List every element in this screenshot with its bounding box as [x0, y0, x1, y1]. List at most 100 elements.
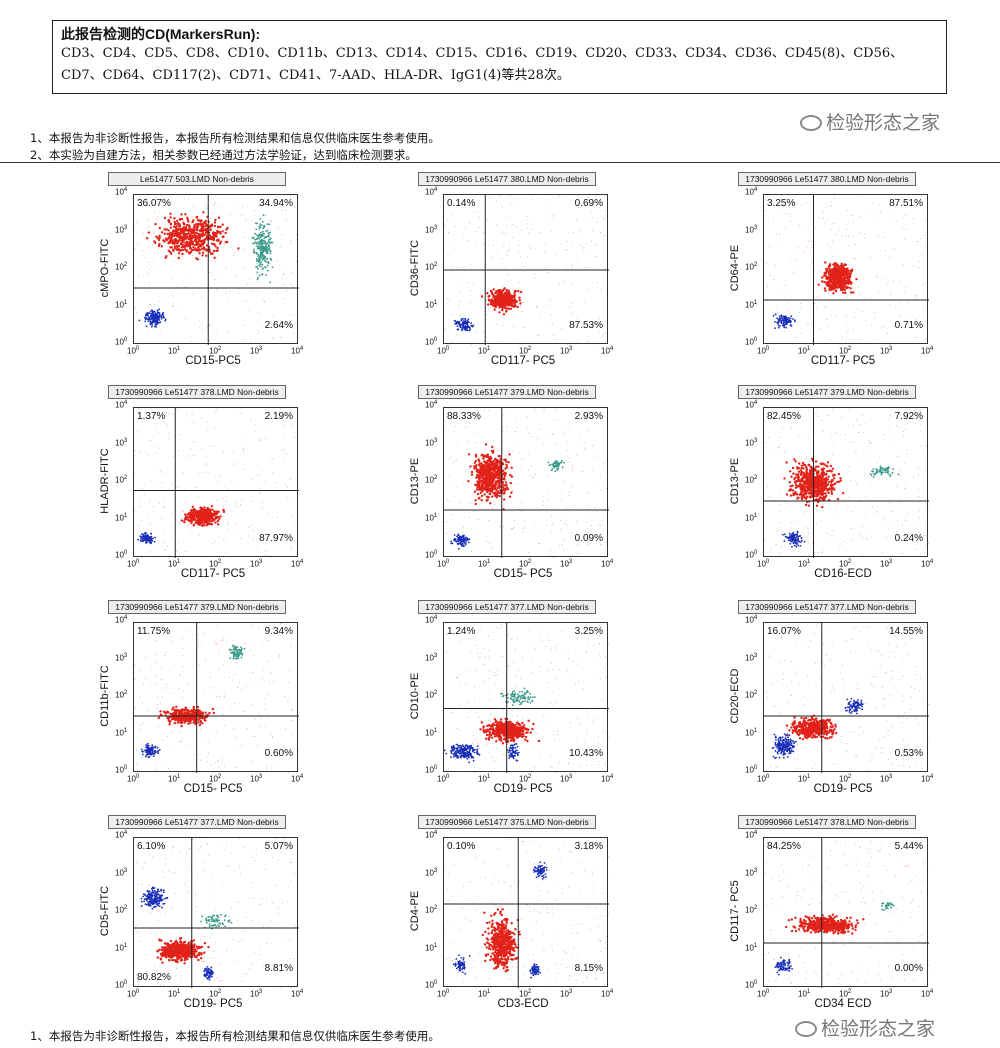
y-tick: 101	[425, 727, 438, 738]
y-axis-label: CD64-PE	[729, 244, 741, 292]
y-tick: 101	[745, 727, 758, 738]
x-axis-label: CD117- PC5	[490, 355, 556, 367]
y-tick: 103	[745, 224, 758, 235]
dot-plot: 16.07% 14.55% 0.53%	[763, 622, 929, 773]
quadrant-upper-left: 84.25%	[767, 841, 801, 852]
dot-plot-canvas	[764, 838, 929, 988]
x-axis-label: CD3-ECD	[497, 998, 549, 1010]
quadrant-lower-right: 0.24%	[894, 533, 923, 544]
y-tick: 101	[115, 512, 128, 523]
x-tick: 102	[209, 559, 222, 569]
markers-run-line-2: CD7、CD64、CD117(2)、CD71、CD41、7-AAD、HLA-DR…	[61, 68, 570, 83]
y-tick: 102	[745, 905, 758, 915]
x-tick: 103	[880, 559, 893, 569]
y-tick: 101	[115, 727, 128, 738]
y-tick: 103	[425, 437, 438, 448]
panel-file-title: Le51477 503.LMD Non-debris	[108, 172, 286, 186]
y-tick: 104	[745, 830, 758, 840]
x-tick: 103	[560, 989, 573, 999]
quadrant-lower-right: 8.15%	[574, 963, 603, 974]
x-tick: 102	[519, 989, 532, 999]
y-tick: 104	[425, 187, 438, 197]
quadrant-upper-right: 5.44%	[894, 841, 923, 852]
quadrant-upper-right: 0.69%	[574, 198, 603, 209]
dot-plot-canvas	[444, 408, 609, 558]
x-tick: 104	[921, 346, 934, 356]
x-tick: 104	[601, 774, 614, 784]
x-tick: 102	[839, 774, 852, 784]
quadrant-lower-right: 0.09%	[574, 533, 603, 544]
dot-plot: 82.45% 7.92% 0.24%	[763, 407, 929, 558]
y-tick: 100	[115, 550, 128, 560]
scatter-panel: 1730990966 Le51477 379.LMD Non-debris 11…	[99, 600, 345, 800]
x-tick: 100	[127, 989, 140, 999]
quadrant-upper-right: 14.55%	[889, 626, 923, 637]
panel-file-title: 1730990966 Le51477 380.LMD Non-debris	[738, 172, 916, 186]
y-tick: 102	[425, 475, 438, 485]
y-tick: 100	[745, 337, 758, 347]
y-axis-label: CD36-FITC	[409, 239, 421, 297]
y-tick: 103	[115, 652, 128, 663]
y-tick: 104	[425, 400, 438, 410]
y-axis-label: CD13-PE	[729, 457, 741, 505]
panel-file-title: 1730990966 Le51477 379.LMD Non-debris	[108, 600, 286, 614]
scatter-panel: 1730990966 Le51477 377.LMD Non-debris 6.…	[99, 815, 345, 1015]
quadrant-lower-right: 8.81%	[264, 963, 293, 974]
scatter-panel: 1730990966 Le51477 377.LMD Non-debris 1.…	[409, 600, 655, 800]
panel-file-title: 1730990966 Le51477 378.LMD Non-debris	[108, 385, 286, 399]
x-tick: 100	[437, 989, 450, 999]
x-axis-label: CD34 ECD	[814, 998, 872, 1010]
y-tick: 103	[115, 867, 128, 878]
quadrant-lower-right: 2.64%	[264, 320, 293, 331]
x-tick: 103	[250, 774, 263, 784]
y-tick: 101	[115, 299, 128, 310]
dot-plot: 88.33% 2.93% 0.09%	[443, 407, 609, 558]
x-tick: 102	[839, 559, 852, 569]
y-tick: 100	[425, 337, 438, 347]
x-axis-label: CD15- PC5	[493, 568, 553, 580]
y-tick: 100	[425, 765, 438, 775]
quadrant-upper-left: 3.25%	[767, 198, 796, 209]
y-tick: 100	[115, 765, 128, 775]
dot-plot: 84.25% 5.44% 0.00%	[763, 837, 929, 988]
scatter-panel: 1730990966 Le51477 379.LMD Non-debris 88…	[409, 385, 655, 585]
y-tick: 104	[425, 830, 438, 840]
quadrant-upper-left: 1.37%	[137, 411, 166, 422]
x-tick: 102	[519, 559, 532, 569]
y-tick: 101	[115, 942, 128, 953]
x-tick: 104	[291, 989, 304, 999]
x-axis-label: CD117- PC5	[180, 568, 246, 580]
quadrant-upper-right: 5.07%	[264, 841, 293, 852]
y-tick: 102	[745, 262, 758, 272]
quadrant-lower-right: 0.71%	[894, 320, 923, 331]
dot-plot-canvas	[764, 623, 929, 773]
x-tick: 104	[601, 989, 614, 999]
panel-file-title: 1730990966 Le51477 377.LMD Non-debris	[108, 815, 286, 829]
x-axis-label: CD117- PC5	[810, 355, 876, 367]
x-tick: 103	[250, 346, 263, 356]
x-tick: 103	[880, 989, 893, 999]
quadrant-upper-left: 0.10%	[447, 841, 476, 852]
y-tick: 100	[425, 550, 438, 560]
x-tick: 103	[250, 989, 263, 999]
dot-plot-canvas	[134, 408, 299, 558]
y-tick: 104	[115, 187, 128, 197]
quadrant-upper-right: 3.25%	[574, 626, 603, 637]
wechat-icon	[800, 115, 822, 131]
x-tick: 102	[839, 989, 852, 999]
x-tick: 103	[560, 346, 573, 356]
y-tick: 104	[115, 615, 128, 625]
divider	[0, 162, 1000, 163]
y-axis-label: CD10-PE	[409, 672, 421, 720]
quadrant-lower-right: 0.60%	[264, 748, 293, 759]
x-tick: 102	[839, 346, 852, 356]
y-axis-label: cMPO-FITC	[99, 238, 111, 298]
y-tick: 101	[745, 299, 758, 310]
y-tick: 103	[425, 652, 438, 663]
y-axis-label: CD13-PE	[409, 457, 421, 505]
y-tick: 101	[425, 299, 438, 310]
x-tick: 100	[757, 559, 770, 569]
y-tick: 102	[425, 905, 438, 915]
y-axis-label: CD117- PC5	[729, 880, 741, 942]
x-axis-label: CD15- PC5	[183, 783, 243, 795]
